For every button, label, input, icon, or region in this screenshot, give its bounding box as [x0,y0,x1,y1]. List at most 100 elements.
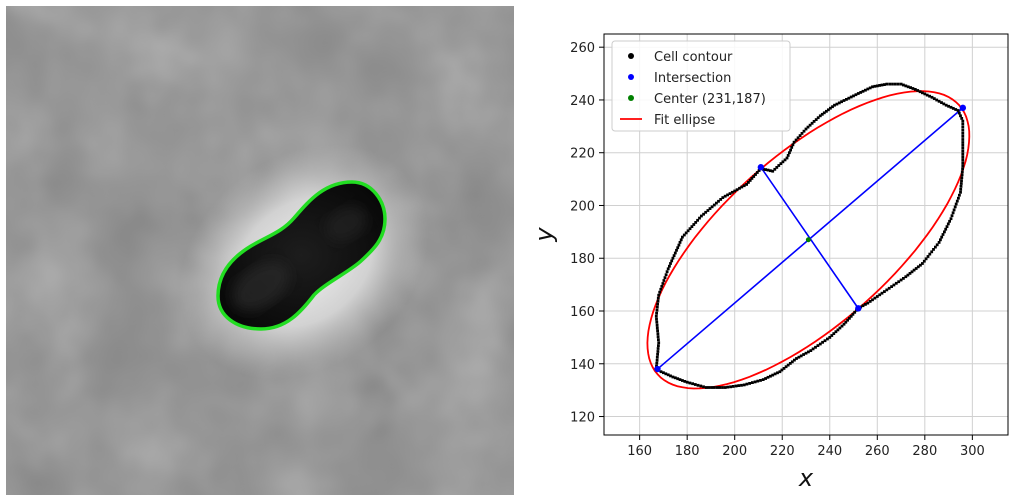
contour-point [854,93,858,97]
contour-point [849,314,853,318]
contour-point [961,161,965,165]
contour-point [816,116,820,120]
contour-point [908,272,912,275]
contour-point [961,141,965,144]
contour-point [868,300,872,303]
contour-point [791,143,795,147]
intersection-point [959,104,967,112]
contour-point [818,342,822,346]
contour-point [928,94,931,98]
contour-point [944,227,948,231]
contour-point [664,273,668,277]
cell-interior-shading [232,261,290,311]
contour-point [906,85,910,89]
contour-point [734,384,738,388]
contour-point [952,208,956,212]
contour-point [676,246,680,250]
contour-point [959,182,963,185]
contour-point [778,370,782,374]
contour-point [710,386,713,389]
contour-point [698,216,701,220]
contour-point [932,97,936,100]
contour-point [672,254,676,257]
contour-point [704,210,708,214]
contour-point [742,383,746,387]
contour-point [959,114,962,118]
contour-point [925,93,929,97]
contour-point [873,296,877,300]
contour-point [796,136,800,140]
contour-point [717,199,720,203]
contour-point [878,293,882,297]
contour-point [958,193,961,197]
contour-point [656,353,659,356]
contour-point [937,241,941,244]
contour-point [873,84,877,88]
contour-point [818,114,822,118]
intersection-point [855,305,862,312]
contour-point [661,282,665,285]
contour-point [910,270,914,274]
x-tick-label: 280 [912,444,937,459]
contour-point [784,365,788,369]
contour-point [950,214,954,218]
x-tick-label: 160 [627,444,652,459]
contour-point [890,285,893,288]
contour-point [840,100,843,104]
contour-point [961,146,965,150]
contour-point [961,132,965,135]
contour-point [897,280,901,284]
contour-point [655,323,659,327]
contour-point [690,225,694,228]
contour-point [773,167,777,171]
x-tick-label: 200 [722,444,747,459]
contour-point [960,179,963,182]
contour-point [769,374,772,378]
contour-point [957,196,960,200]
contour-point [918,90,922,94]
contour-point [655,361,659,365]
contour-point [658,290,662,294]
contour-point [657,344,660,347]
contour-point [790,360,794,364]
contour-point [902,83,905,87]
y-axis-title: y [530,227,558,243]
contour-point [806,125,810,129]
contour-point [961,144,965,147]
contour-point [807,350,810,354]
contour-point [696,383,700,387]
contour-point [847,96,851,100]
contour-point [683,380,687,383]
contour-point [748,179,752,182]
contour-point [956,109,960,112]
contour-point [655,308,659,312]
contour-point [961,138,965,141]
contour-point [948,219,951,223]
contour-point [756,379,760,383]
plot-data [646,82,971,390]
contour-point [916,265,920,269]
axis-ticks: 160 180 200 220 240 260 280 300 120 140 160 180 200 2… [570,41,985,459]
contour-point [706,209,710,212]
contour-point [733,189,737,193]
cell-micrograph [6,6,514,495]
contour-point [776,371,779,375]
contour-point [721,196,725,199]
contour-point [729,385,732,389]
contour-point [655,317,658,321]
contour-point [789,148,792,152]
contour-point [673,251,677,255]
contour-point [924,257,928,261]
contour-point [811,347,815,351]
contour-point [909,86,912,89]
y-tick-label: 180 [570,252,595,267]
y-tick-label: 260 [570,41,595,56]
contour-point [707,386,711,389]
contour-point [827,108,830,112]
contour-point [961,122,965,126]
axes-frame [603,33,1009,436]
contour-point [783,158,787,162]
contour-point [671,256,675,260]
contour-point [781,160,785,164]
contour-point [960,173,964,177]
